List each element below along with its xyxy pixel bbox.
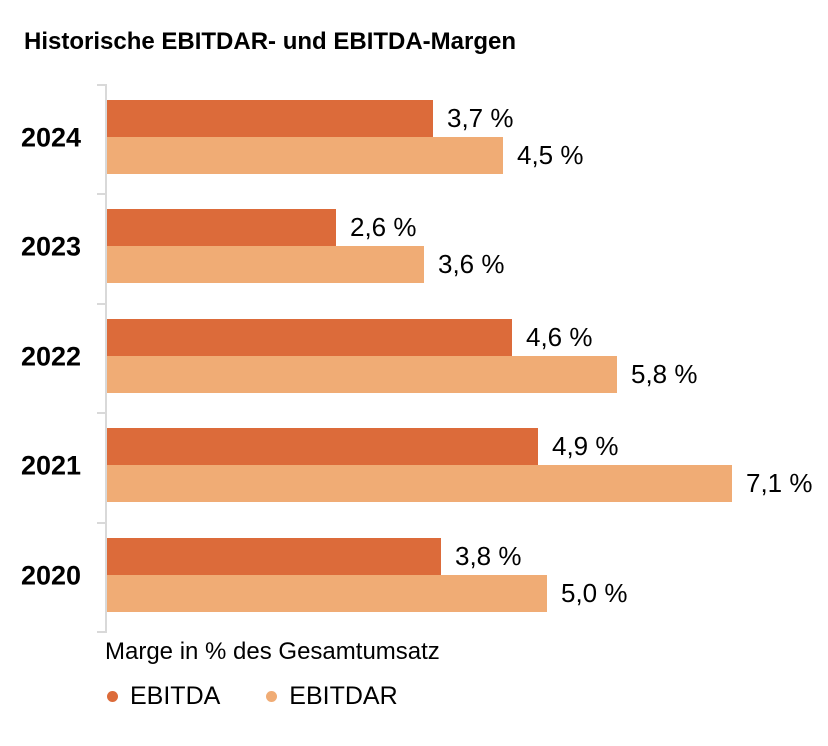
x-axis-caption: Marge in % des Gesamtumsatz: [105, 638, 440, 665]
value-label-ebitdar-2023: 3,6 %: [438, 248, 505, 279]
y-axis-tick: [97, 522, 106, 524]
bar-ebitdar-2020: [107, 575, 547, 612]
chart-title: Historische EBITDAR- und EBITDA-Margen: [24, 28, 517, 55]
chart-legend: EBITDA EBITDAR: [107, 682, 398, 711]
category-label-2020: 2020: [21, 560, 82, 591]
y-axis-tick: [97, 84, 106, 86]
ebitda-legend-dot-icon: [107, 691, 118, 702]
category-label-2023: 2023: [21, 231, 82, 262]
value-label-ebitda-2021: 4,9 %: [552, 430, 619, 461]
value-label-ebitda-2023: 2,6 %: [350, 211, 417, 242]
bar-ebitdar-2021: [107, 465, 732, 502]
bar-ebitdar-2023: [107, 246, 424, 283]
bar-ebitda-2021: [107, 428, 538, 465]
category-label-2024: 2024: [21, 122, 82, 153]
value-label-ebitda-2022: 4,6 %: [526, 321, 593, 352]
y-axis-line: [105, 84, 107, 633]
y-axis-tick: [97, 193, 106, 195]
value-label-ebitda-2024: 3,7 %: [447, 102, 514, 133]
bar-ebitda-2020: [107, 538, 441, 575]
value-label-ebitdar-2020: 5,0 %: [561, 577, 628, 608]
category-label-2021: 2021: [21, 450, 82, 481]
legend-label-ebitda: EBITDA: [130, 682, 221, 710]
y-axis-tick: [97, 412, 106, 414]
y-axis-tick: [97, 631, 106, 633]
ebitdar-legend-dot-icon: [266, 691, 278, 702]
bar-ebitda-2023: [107, 209, 336, 246]
bar-ebitdar-2024: [107, 137, 503, 174]
category-label-2022: 2022: [21, 341, 82, 372]
legend-item-ebitdar: EBITDAR: [266, 682, 398, 711]
value-label-ebitdar-2024: 4,5 %: [517, 139, 584, 170]
value-label-ebitda-2020: 3,8 %: [455, 540, 522, 571]
bar-ebitda-2024: [107, 100, 433, 137]
legend-item-ebitda: EBITDA: [107, 682, 220, 711]
y-axis-tick: [97, 303, 106, 305]
value-label-ebitdar-2021: 7,1 %: [746, 467, 813, 498]
bar-ebitda-2022: [107, 319, 512, 356]
value-label-ebitdar-2022: 5,8 %: [631, 358, 698, 389]
legend-label-ebitdar: EBITDAR: [289, 682, 398, 710]
bar-ebitdar-2022: [107, 356, 617, 393]
